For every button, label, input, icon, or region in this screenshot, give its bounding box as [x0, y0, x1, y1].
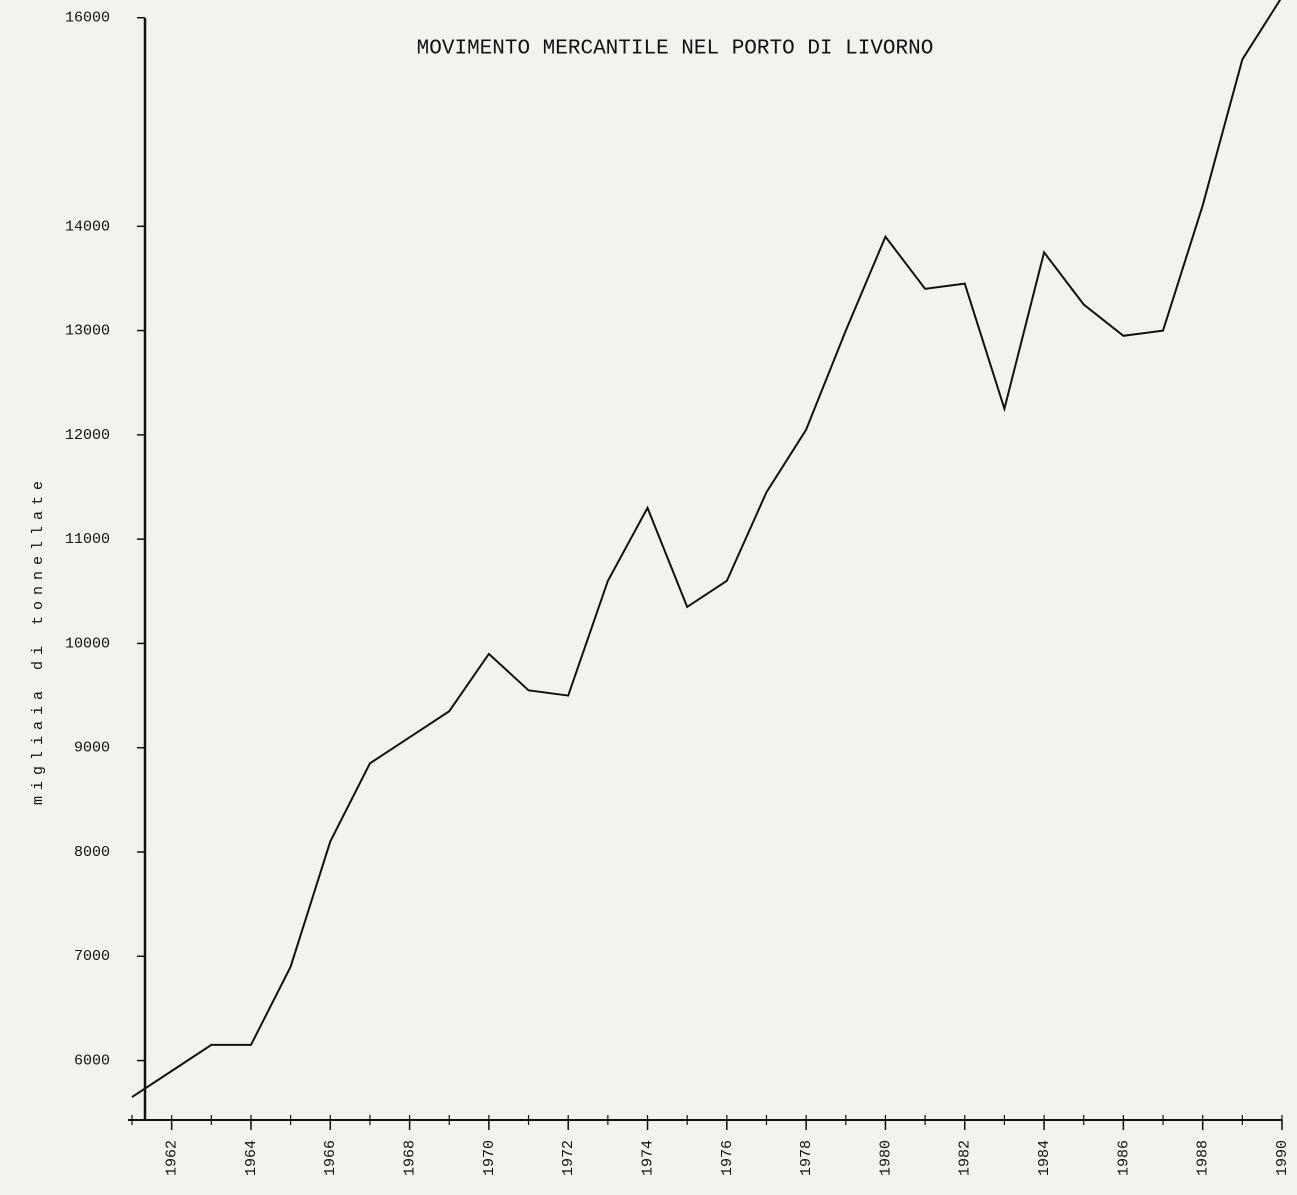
y-tick-label: 16000: [65, 10, 110, 27]
y-tick-label: 6000: [74, 1053, 110, 1070]
x-tick-label: 1984: [1036, 1140, 1053, 1176]
x-tick-label: 1976: [719, 1140, 736, 1176]
x-tick-label: 1990: [1274, 1140, 1291, 1176]
x-tick-label: 1980: [877, 1140, 894, 1176]
y-tick-label: 9000: [74, 740, 110, 757]
y-tick-label: 10000: [65, 635, 110, 652]
x-tick-label: 1988: [1195, 1140, 1212, 1176]
x-tick-label: 1966: [322, 1140, 339, 1176]
x-tick-label: 1978: [798, 1140, 815, 1176]
x-tick-label: 1970: [481, 1140, 498, 1176]
x-tick-label: 1968: [402, 1140, 419, 1176]
y-tick-label: 13000: [65, 323, 110, 340]
x-tick-label: 1964: [243, 1140, 260, 1176]
x-tick-label: 1962: [164, 1140, 181, 1176]
chart-title: MOVIMENTO MERCANTILE NEL PORTO DI LIVORN…: [417, 38, 934, 61]
y-tick-label: 12000: [65, 427, 110, 444]
y-tick-label: 14000: [65, 218, 110, 235]
y-tick-label: 8000: [74, 844, 110, 861]
x-tick-label: 1986: [1115, 1140, 1132, 1176]
x-tick-label: 1972: [560, 1140, 577, 1176]
y-tick-label: 7000: [74, 948, 110, 965]
data-line: [131, 0, 1282, 1098]
y-tick-label: 11000: [65, 531, 110, 548]
x-tick-label: 1982: [957, 1140, 974, 1176]
y-axis-label: migliaia di tonnellate: [30, 475, 47, 805]
x-tick-label: 1974: [639, 1140, 656, 1176]
